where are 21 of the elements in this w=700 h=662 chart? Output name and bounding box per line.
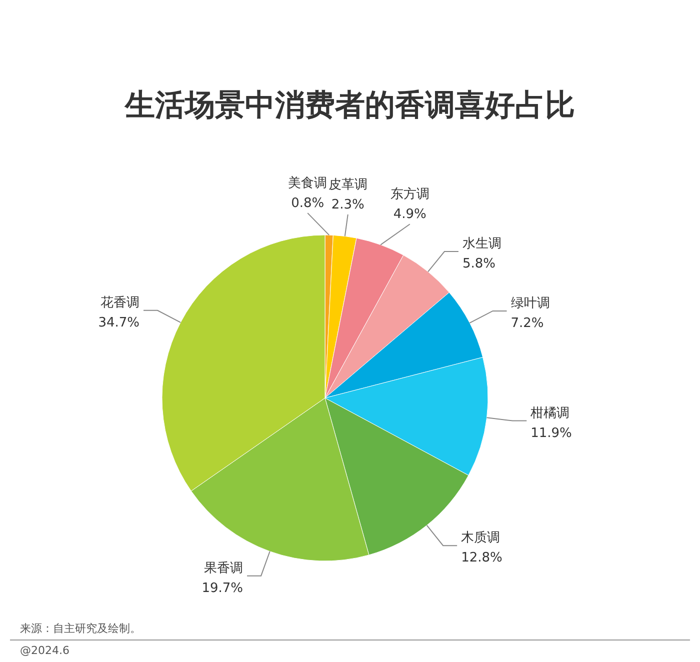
data-label: 0.8% [291,196,324,212]
text: @2024.6 [20,644,70,657]
data-label: 34.7% [98,315,140,330]
slice-label: 水生调 [462,236,502,252]
slice-label: 柑橘调 [530,406,570,421]
data-label: 11.9% [530,426,572,441]
source-note: 来源：自主研究及绘制。 [20,622,141,635]
data-label: 4.9% [393,207,426,222]
slice-label: 花香调 [100,295,140,310]
slice-label: 果香调 [204,560,244,576]
slice-label: 绿叶调 [510,296,550,311]
chart-title: 生活场景中消费者的香调喜好占比 [124,88,575,123]
slice-label: 美食调 [288,175,328,192]
slice-label: 皮革调 [328,177,368,192]
slice-label: 东方调 [390,186,430,202]
slice-label: 木质调 [461,530,500,546]
data-label: 12.8% [461,550,502,566]
data-label: 7.2% [510,316,544,331]
data-label: 2.3% [331,197,364,212]
data-label: 5.8% [462,256,496,272]
data-label: 19.7% [202,580,244,596]
